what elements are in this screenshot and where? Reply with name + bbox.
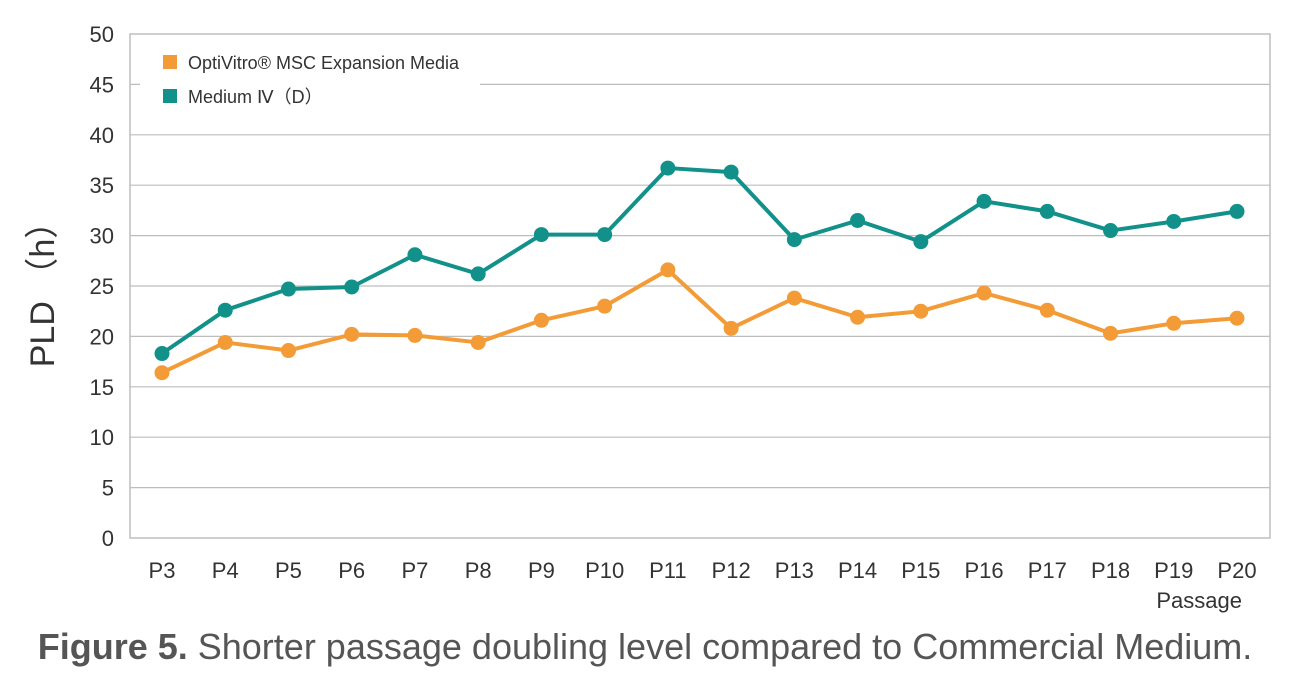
data-point bbox=[470, 334, 486, 350]
data-point bbox=[470, 266, 486, 282]
y-tick-labels: 0 5 10 15 20 25 30 35 40 45 50 bbox=[90, 22, 114, 551]
figure-caption: Figure 5. Shorter passage doubling level… bbox=[0, 626, 1290, 668]
line-chart: 0 5 10 15 20 25 30 35 40 45 50 P3 P4 P5 P6 P7 P8 P9 P10 P1… bbox=[24, 22, 1271, 613]
data-point bbox=[1103, 325, 1119, 341]
data-point bbox=[533, 312, 549, 328]
series-0 bbox=[154, 262, 1245, 381]
data-point bbox=[723, 320, 739, 336]
y-tick-label: 15 bbox=[90, 375, 114, 400]
series-line bbox=[160, 166, 1238, 356]
y-tick-label: 45 bbox=[90, 72, 114, 97]
legend-label-medium-iv: Medium Ⅳ（D） bbox=[188, 87, 323, 107]
data-point bbox=[344, 326, 360, 342]
data-point bbox=[786, 232, 802, 248]
y-tick-label: 40 bbox=[90, 123, 114, 148]
x-tick-label: P16 bbox=[964, 558, 1003, 583]
data-point bbox=[786, 290, 802, 306]
x-tick-labels: P3 P4 P5 P6 P7 P8 P9 P10 P11 P12 P13 P14 P15 P16 P17 P1… bbox=[149, 558, 1257, 583]
y-tick-label: 35 bbox=[90, 173, 114, 198]
x-tick-label: P19 bbox=[1154, 558, 1193, 583]
x-axis-title: Passage bbox=[1156, 588, 1242, 613]
x-tick-label: P9 bbox=[528, 558, 555, 583]
x-tick-label: P10 bbox=[585, 558, 624, 583]
plot-area-frame bbox=[129, 33, 1271, 539]
x-tick-label: P15 bbox=[901, 558, 940, 583]
x-tick-label: P18 bbox=[1091, 558, 1130, 583]
data-point bbox=[597, 298, 613, 314]
y-axis-title: PLD （h） bbox=[24, 205, 62, 368]
data-point bbox=[407, 327, 423, 343]
data-point bbox=[1166, 213, 1182, 229]
y-tick-label: 5 bbox=[102, 476, 114, 501]
y-tick-label: 10 bbox=[90, 425, 114, 450]
x-tick-label: P4 bbox=[212, 558, 239, 583]
x-tick-label: P20 bbox=[1217, 558, 1256, 583]
data-point bbox=[407, 247, 423, 263]
data-point bbox=[660, 262, 676, 278]
legend: OptiVitro® MSC Expansion Media Medium Ⅳ（… bbox=[140, 44, 480, 126]
y-tick-label: 25 bbox=[90, 274, 114, 299]
data-point bbox=[217, 302, 233, 318]
data-point bbox=[154, 346, 170, 362]
data-point bbox=[280, 281, 296, 297]
y-tick-label: 0 bbox=[102, 526, 114, 551]
data-point bbox=[1103, 223, 1119, 239]
series-1 bbox=[154, 160, 1245, 362]
data-point bbox=[344, 279, 360, 295]
data-point bbox=[1166, 315, 1182, 331]
data-point bbox=[533, 227, 549, 243]
x-tick-label: P14 bbox=[838, 558, 877, 583]
series-line bbox=[161, 267, 1238, 375]
data-point bbox=[280, 343, 296, 359]
data-point bbox=[1039, 302, 1055, 318]
data-point bbox=[1039, 203, 1055, 219]
x-tick-label: P3 bbox=[149, 558, 176, 583]
data-point bbox=[1229, 203, 1245, 219]
data-point bbox=[660, 160, 676, 176]
x-tick-label: P11 bbox=[649, 558, 687, 583]
legend-background bbox=[140, 44, 480, 126]
data-point bbox=[913, 234, 929, 250]
caption-text: Shorter passage doubling level compared … bbox=[187, 626, 1253, 667]
caption-lead: Figure 5. bbox=[37, 626, 188, 667]
data-point bbox=[850, 309, 866, 325]
x-tick-label: P17 bbox=[1028, 558, 1067, 583]
series bbox=[154, 160, 1245, 381]
y-tick-label: 30 bbox=[90, 224, 114, 249]
x-tick-label: P7 bbox=[401, 558, 428, 583]
data-point bbox=[850, 212, 866, 228]
legend-swatch-optivitro bbox=[163, 55, 177, 69]
x-tick-label: P6 bbox=[338, 558, 365, 583]
x-tick-label: P8 bbox=[465, 558, 492, 583]
data-point bbox=[154, 365, 170, 381]
y-tick-label: 50 bbox=[90, 22, 114, 47]
data-point bbox=[976, 193, 992, 209]
data-point bbox=[1229, 310, 1245, 326]
x-tick-label: P13 bbox=[775, 558, 814, 583]
y-tick-label: 20 bbox=[90, 324, 114, 349]
gridlines bbox=[130, 83, 1270, 489]
x-tick-label: P5 bbox=[275, 558, 302, 583]
legend-swatch-medium-iv bbox=[163, 89, 177, 103]
data-point bbox=[976, 285, 992, 301]
data-point bbox=[217, 334, 233, 350]
data-point bbox=[913, 303, 929, 319]
data-point bbox=[597, 227, 613, 243]
data-point bbox=[723, 164, 739, 180]
x-tick-label: P12 bbox=[712, 558, 751, 583]
legend-label-optivitro: OptiVitro® MSC Expansion Media bbox=[188, 53, 460, 73]
